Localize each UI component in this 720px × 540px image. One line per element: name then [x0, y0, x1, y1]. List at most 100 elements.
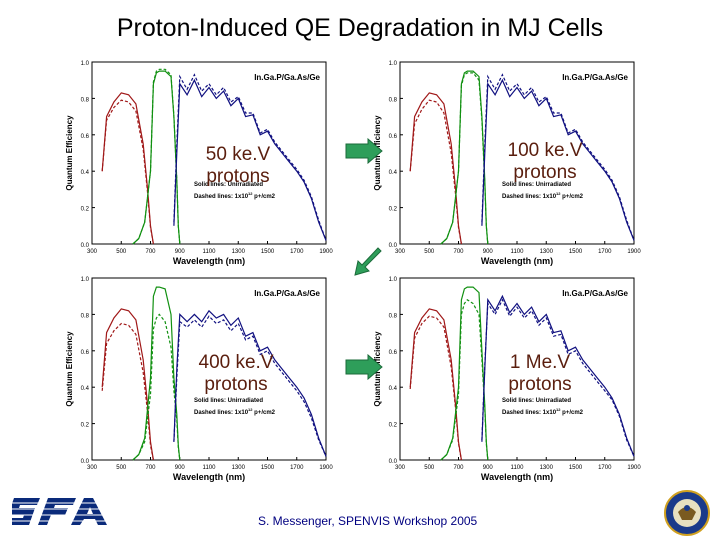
plot-frame [91, 61, 327, 245]
y-tick-label: 0.2 [389, 207, 398, 213]
y-tick-label: 1.0 [389, 61, 398, 67]
series-ingap-solid [409, 308, 462, 461]
qe-chart-1mev: 0.0 0.2 0.4 0.6 0.8 1.0 300 500 700 900 1100 1300 15… [373, 277, 641, 482]
y-axis-label: Quantum Efficiency [65, 331, 74, 407]
y-tick-label: 0.8 [389, 97, 398, 103]
note-solid-lines: Solid lines: Unirradiated [194, 182, 263, 188]
x-tick-label: 1700 [598, 465, 612, 471]
note-solid-lines: Solid lines: Unirradiated [502, 398, 571, 404]
y-tick-label: 0.6 [389, 134, 398, 140]
energy-label-100kev: 100 ke.V protons [507, 140, 583, 183]
series-ge-solid [173, 78, 327, 241]
x-tick-label: 1100 [203, 465, 217, 471]
y-tick-label: 0.0 [81, 243, 90, 249]
x-tick-label: 900 [483, 249, 494, 255]
x-tick-label: 1500 [569, 465, 583, 471]
legend-title: In.Ga.P/Ga.As/Ge [562, 289, 628, 298]
x-tick-label: 700 [453, 465, 464, 471]
note-dashed-lines: Dashed lines: 1x1012 p+/cm2 [502, 407, 584, 416]
x-tick-label: 500 [116, 465, 127, 471]
series-ge-dashed [173, 315, 327, 457]
arrow-right-bottom-icon [345, 354, 383, 380]
x-tick-label: 1300 [232, 249, 246, 255]
y-axis-label: Quantum Efficiency [65, 115, 74, 191]
y-tick-label: 0.8 [81, 313, 90, 319]
x-tick-label: 1500 [569, 249, 583, 255]
x-tick-label: 1300 [540, 465, 554, 471]
series-ge-solid [173, 309, 327, 457]
x-tick-label: 1700 [598, 249, 612, 255]
x-tick-label: 1100 [511, 465, 525, 471]
y-tick-label: 1.0 [389, 277, 398, 283]
energy-label-1mev: 1 Me.V protons [508, 352, 572, 395]
note-exponent: 12 [248, 191, 253, 196]
series-ge-solid [481, 294, 635, 457]
note-solid-lines: Solid lines: Unirradiated [502, 182, 571, 188]
series-ge-dashed [173, 73, 327, 241]
arrow-down-left-icon [354, 247, 382, 276]
y-tick-label: 0.6 [81, 134, 90, 140]
x-tick-label: 1500 [261, 249, 275, 255]
series-gaas-dashed [440, 299, 489, 461]
series-gaas-dashed [132, 68, 181, 245]
series-ingap-dashed [101, 322, 154, 461]
x-tick-label: 500 [424, 465, 435, 471]
y-tick-label: 0.4 [389, 386, 398, 392]
x-tick-label: 900 [175, 465, 186, 471]
series-ge-dashed [481, 73, 635, 241]
note-solid-lines: Solid lines: Unirradiated [194, 398, 263, 404]
footer-credit: S. Messenger, SPENVIS Workshop 2005 [258, 514, 478, 528]
legend-title: In.Ga.P/Ga.As/Ge [254, 73, 320, 82]
page-title: Proton-Induced QE Degradation in MJ Cell… [116, 14, 604, 42]
x-tick-label: 500 [116, 249, 127, 255]
legend-title: In.Ga.P/Ga.As/Ge [254, 289, 320, 298]
y-tick-label: 1.0 [81, 61, 90, 67]
series-ge-dashed [481, 298, 635, 457]
y-tick-label: 0.4 [389, 170, 398, 176]
chart-panel-50kev: 0.0 0.2 0.4 0.6 0.8 1.0 300 500 700 900 1100 1300 15… [64, 52, 334, 266]
x-tick-label: 1900 [319, 249, 333, 255]
y-tick-label: 0.8 [389, 313, 398, 319]
note-exponent: 12 [556, 191, 561, 196]
y-tick-label: 0.0 [389, 459, 398, 465]
plot-frame [91, 277, 327, 461]
y-tick-label: 0.4 [81, 386, 90, 392]
note-fluence-unit: p+/cm2 [560, 410, 583, 416]
sfa-logo-icon [12, 498, 112, 525]
x-tick-label: 1700 [290, 249, 304, 255]
note-exponent: 12 [556, 407, 561, 412]
x-axis-label: Wavelength (nm) [173, 472, 245, 482]
x-tick-label: 1300 [232, 465, 246, 471]
chart-panel-400kev: 0.0 0.2 0.4 0.6 0.8 1.0 300 500 700 900 1100 1300 15… [64, 268, 334, 482]
x-tick-label: 500 [424, 249, 435, 255]
note-exponent: 12 [248, 407, 253, 412]
x-tick-label: 1900 [627, 465, 641, 471]
x-tick-label: 300 [87, 249, 98, 255]
y-tick-label: 0.0 [389, 243, 398, 249]
plot-frame [399, 61, 635, 245]
x-tick-label: 300 [87, 465, 98, 471]
x-tick-label: 700 [145, 249, 156, 255]
note-fluence-unit: p+/cm2 [560, 194, 583, 200]
series-ingap-dashed [101, 99, 154, 245]
energy-label-400kev: 400 ke.V protons [198, 352, 274, 395]
department-seal-icon [664, 490, 710, 536]
x-axis-label: Wavelength (nm) [481, 472, 553, 482]
x-tick-label: 900 [483, 465, 494, 471]
x-tick-label: 1700 [290, 465, 304, 471]
y-tick-label: 0.6 [81, 350, 90, 356]
series-gaas-dashed [440, 72, 489, 245]
x-tick-label: 700 [453, 249, 464, 255]
chart-panel-100kev: 0.0 0.2 0.4 0.6 0.8 1.0 300 500 700 900 1100 1300 15… [372, 52, 642, 266]
x-axis-label: Wavelength (nm) [173, 256, 245, 266]
legend-title: In.Ga.P/Ga.As/Ge [562, 73, 628, 82]
x-tick-label: 900 [175, 249, 186, 255]
note-dashed-lines: Dashed lines: 1x1012 p+/cm2 [194, 191, 276, 200]
plot-frame [399, 277, 635, 461]
y-tick-label: 0.2 [81, 207, 90, 213]
series-ingap-dashed [409, 99, 462, 245]
y-tick-label: 1.0 [81, 277, 90, 283]
note-fluence-unit: p+/cm2 [252, 194, 275, 200]
y-tick-label: 0.2 [81, 423, 90, 429]
note-dashed-lines: Dashed lines: 1x1012 p+/cm2 [502, 191, 584, 200]
